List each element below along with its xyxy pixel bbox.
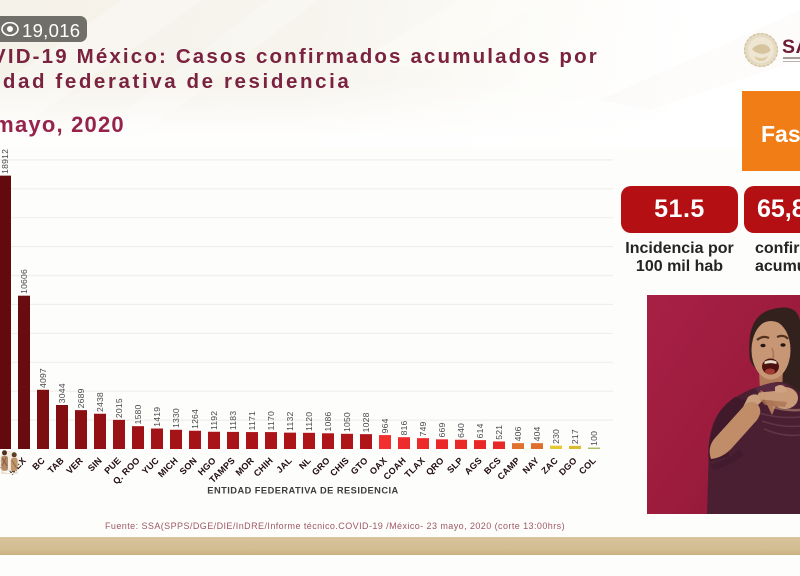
svg-text:1170: 1170: [266, 411, 276, 430]
svg-text:1330: 1330: [171, 408, 181, 428]
svg-text:1580: 1580: [133, 404, 143, 424]
svg-text:669: 669: [437, 423, 447, 438]
svg-text:VER: VER: [64, 455, 85, 476]
svg-text:1171: 1171: [247, 411, 257, 430]
svg-text:SLP: SLP: [445, 455, 465, 475]
svg-text:230: 230: [551, 429, 561, 444]
svg-text:404: 404: [532, 426, 542, 441]
svg-text:964: 964: [380, 418, 390, 433]
svg-text:217: 217: [570, 429, 580, 444]
svg-text:2689: 2689: [76, 388, 86, 408]
svg-text:2438: 2438: [95, 392, 105, 412]
svg-text:DGO: DGO: [557, 455, 579, 477]
svg-text:100: 100: [589, 431, 599, 446]
svg-text:ZAC: ZAC: [539, 455, 560, 476]
svg-text:MICH: MICH: [156, 455, 180, 479]
svg-text:816: 816: [399, 420, 409, 435]
svg-text:1086: 1086: [323, 412, 333, 432]
svg-text:1120: 1120: [304, 412, 314, 431]
svg-text:GTO: GTO: [349, 455, 370, 476]
svg-text:614: 614: [475, 423, 485, 438]
svg-text:1192: 1192: [209, 411, 219, 430]
svg-text:4097: 4097: [38, 368, 48, 388]
svg-text:1419: 1419: [152, 407, 162, 427]
svg-text:ENTIDAD FEDERATIVA DE RESIDENC: ENTIDAD FEDERATIVA DE RESIDENCIA: [207, 486, 398, 496]
svg-text:640: 640: [456, 423, 466, 438]
svg-text:QRO: QRO: [424, 455, 446, 477]
svg-text:MOR: MOR: [234, 455, 257, 478]
svg-text:1183: 1183: [228, 411, 238, 430]
svg-text:CHIH: CHIH: [252, 455, 275, 478]
svg-text:SON: SON: [178, 455, 199, 476]
svg-text:521: 521: [494, 425, 504, 440]
svg-text:2015: 2015: [114, 398, 124, 418]
svg-text:CHIS: CHIS: [328, 455, 351, 478]
svg-text:406: 406: [513, 426, 523, 441]
svg-text:10606: 10606: [19, 269, 29, 294]
svg-text:TLAX: TLAX: [403, 455, 427, 479]
svg-text:1264: 1264: [190, 409, 200, 429]
svg-text:TAB: TAB: [46, 455, 66, 475]
svg-text:JAL: JAL: [274, 455, 294, 475]
svg-text:GRO: GRO: [310, 455, 332, 477]
svg-text:AGS: AGS: [463, 455, 484, 476]
svg-text:COL: COL: [577, 455, 598, 476]
svg-text:1028: 1028: [361, 412, 371, 432]
svg-text:BC: BC: [30, 455, 47, 472]
svg-text:3044: 3044: [57, 383, 67, 403]
svg-text:NAY: NAY: [521, 455, 541, 475]
svg-text:749: 749: [418, 421, 428, 436]
svg-text:18912: 18912: [0, 149, 10, 174]
svg-text:SIN: SIN: [86, 455, 104, 473]
svg-text:1132: 1132: [285, 411, 295, 430]
svg-text:1050: 1050: [342, 412, 352, 432]
